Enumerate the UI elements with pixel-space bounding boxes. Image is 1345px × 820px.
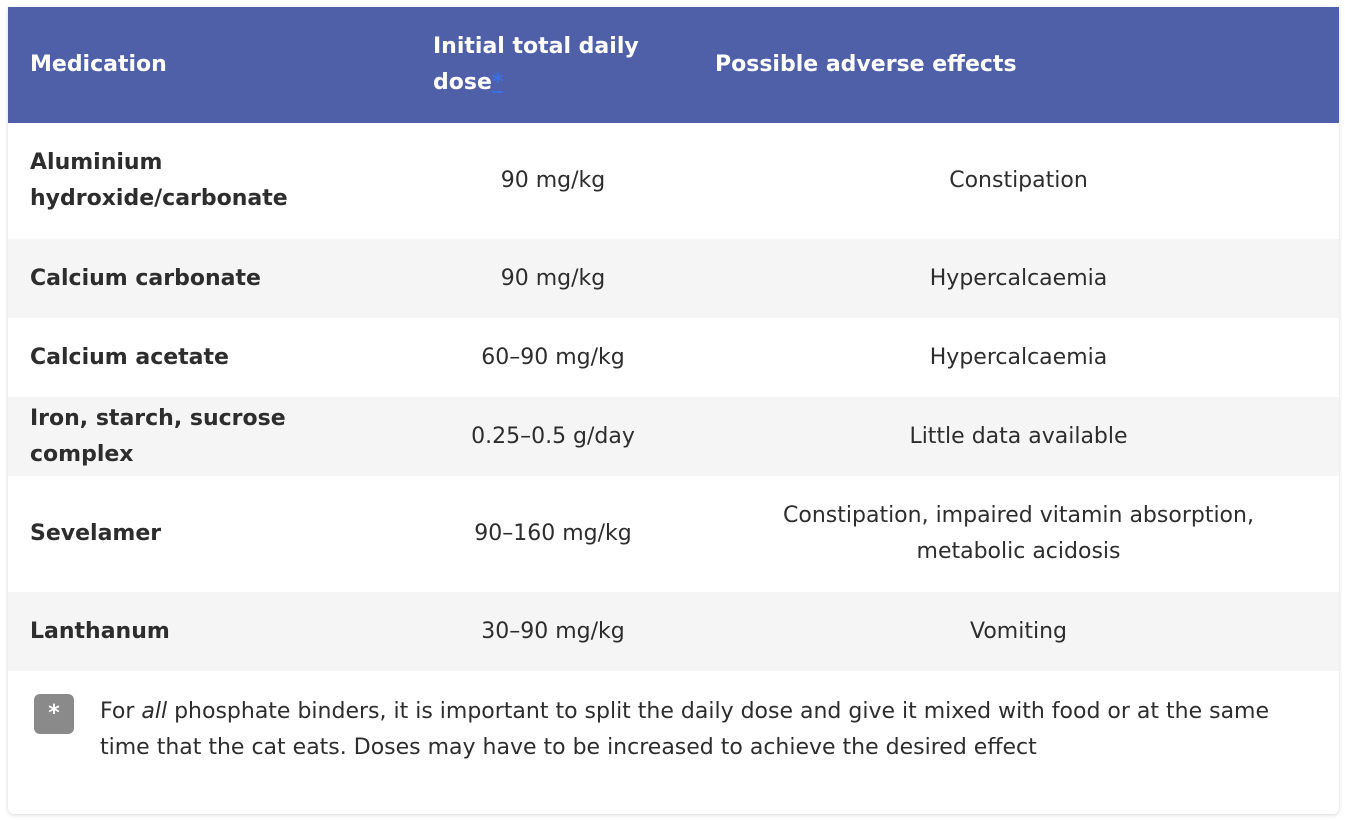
table-row: Lanthanum 30–90 mg/kg Vomiting [8, 592, 1339, 671]
table-row: Iron, starch, sucrose complex 0.25–0.5 g… [8, 397, 1339, 476]
phosphate-binder-table: Medication Initial total daily dose* Pos… [8, 7, 1339, 671]
effects-cell: Little data available [909, 423, 1128, 449]
dose-cell: 0.25–0.5 g/day [471, 423, 635, 449]
footnote-link[interactable]: * [491, 70, 504, 95]
effects-cell: Hypercalcaemia [929, 265, 1108, 291]
medication-cell: Sevelamer [30, 521, 162, 546]
table-row: Calcium acetate 60–90 mg/kg Hypercalcaem… [8, 318, 1339, 397]
medication-cell: Iron, starch, sucrose complex [30, 405, 286, 467]
table-row: Aluminium hydroxide/carbonate 90 mg/kg C… [8, 123, 1339, 239]
dose-cell: 90 mg/kg [500, 265, 606, 291]
footnote-text-before: For [100, 699, 142, 724]
effects-cell: Constipation [949, 168, 1088, 193]
medication-cell: Lanthanum [30, 618, 170, 644]
table-header-row: Medication Initial total daily dose* Pos… [8, 7, 1339, 123]
medication-cell: Aluminium hydroxide/carbonate [30, 150, 288, 211]
effects-cell: Constipation, impaired vitamin absorptio… [783, 503, 1254, 564]
medication-cell: Calcium carbonate [30, 265, 261, 291]
table-row: Sevelamer 90–160 mg/kg Constipation, imp… [8, 476, 1339, 592]
footnote-text-emphasis: all [141, 699, 168, 724]
effects-cell: Vomiting [970, 618, 1067, 644]
medication-cell: Calcium acetate [30, 344, 229, 370]
medication-table-card: Medication Initial total daily dose* Pos… [8, 7, 1339, 814]
footnote: * For all phosphate binders, it is impor… [34, 694, 1314, 766]
footnote-text-after: phosphate binders, it is important to sp… [100, 699, 1270, 760]
dose-cell: 90 mg/kg [500, 168, 606, 193]
table-row: Calcium carbonate 90 mg/kg Hypercalcaemi… [8, 239, 1339, 318]
footnote-asterisk-badge: * [34, 694, 74, 734]
dose-cell: 60–90 mg/kg [481, 344, 625, 370]
footnote-text: For all phosphate binders, it is importa… [100, 694, 1314, 766]
dose-cell: 90–160 mg/kg [474, 521, 632, 546]
header-dose: Initial total daily dose* [408, 7, 698, 123]
dose-cell: 30–90 mg/kg [481, 618, 625, 644]
header-adverse-effects: Possible adverse effects [715, 52, 1017, 77]
header-dose-label: Initial total daily dose [433, 34, 639, 95]
effects-cell: Hypercalcaemia [929, 344, 1108, 370]
header-medication: Medication [30, 52, 167, 77]
